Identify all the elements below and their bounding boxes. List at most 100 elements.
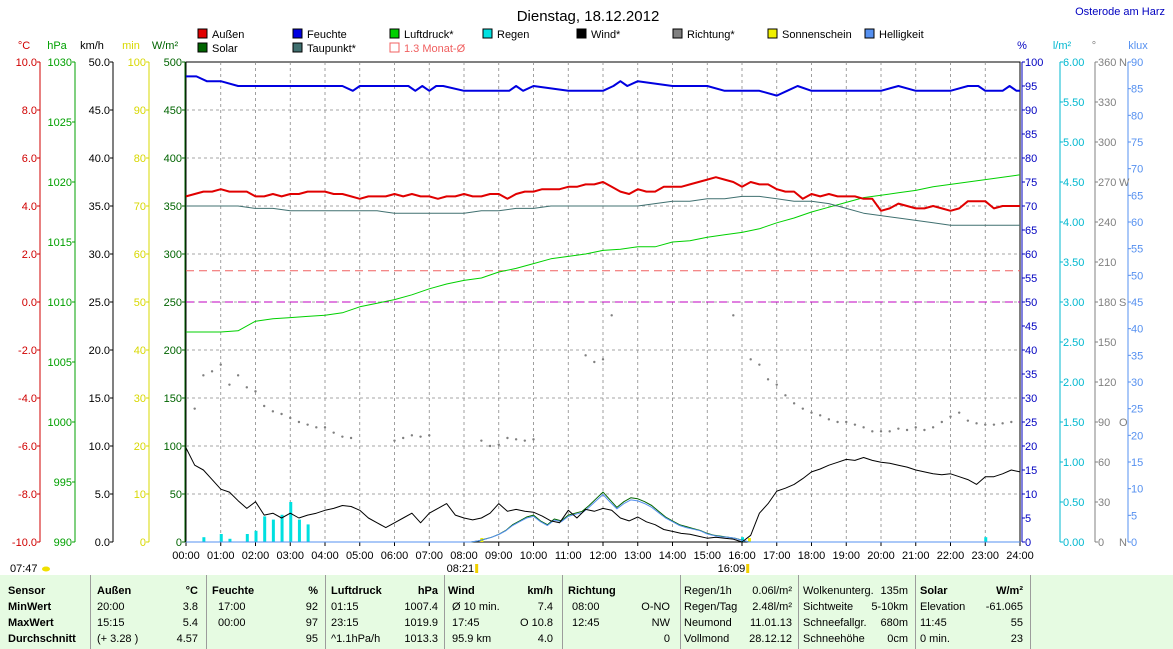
luftdruck-value: 1007.4 xyxy=(404,601,438,613)
legend-label: Regen xyxy=(497,29,529,41)
deg-axis-unit: ° xyxy=(1092,40,1096,52)
celsius-tick-label: -10.0 xyxy=(12,537,37,549)
lm2-tick-label: 4.50 xyxy=(1063,177,1084,189)
richtung-time: 12:45 xyxy=(572,617,600,629)
aussen-value: 3.8 xyxy=(182,601,198,613)
misc1-label: Neumond xyxy=(684,617,732,629)
hpa-tick-label: 1000 xyxy=(48,417,72,429)
deg-tick-label: 120 xyxy=(1098,377,1116,389)
luftdruck-time: 23:15 xyxy=(331,617,359,629)
pct-tick-label: 100 xyxy=(1025,57,1043,69)
direction-point xyxy=(228,383,231,386)
legend-swatch xyxy=(389,28,400,39)
direction-point xyxy=(497,443,500,446)
direction-point xyxy=(506,436,509,440)
lm2-tick-label: 3.50 xyxy=(1063,257,1084,269)
compass-label: S xyxy=(1119,297,1126,309)
kmh-tick-label: 0.0 xyxy=(95,537,110,549)
klux-tick-label: 25 xyxy=(1131,404,1143,416)
x-tick-label: 24:00 xyxy=(1006,550,1034,562)
luftdruck-time: 01:15 xyxy=(331,601,359,613)
richtung-value: O-NO xyxy=(641,601,670,613)
compass-label: N xyxy=(1119,537,1127,549)
lm2-tick-label: 0.50 xyxy=(1063,497,1084,509)
kmh-tick-label: 50.0 xyxy=(89,57,110,69)
wm2-tick-label: 500 xyxy=(164,57,182,69)
direction-point xyxy=(601,358,605,361)
lm2-tick-label: 1.50 xyxy=(1063,417,1084,429)
x-tick-label: 11:00 xyxy=(555,550,582,562)
direction-point xyxy=(810,411,813,414)
table-separator xyxy=(206,575,207,649)
wm2-tick-label: 300 xyxy=(164,249,182,261)
legend-swatch xyxy=(864,28,875,39)
wm2-tick-label: 50 xyxy=(170,489,182,501)
feuchte-time: 17:00 xyxy=(218,601,246,613)
direction-point xyxy=(749,358,752,361)
direction-point xyxy=(584,354,587,357)
luftdruck-value: 1019.9 xyxy=(404,617,438,629)
legend-label: Feuchte xyxy=(307,29,347,41)
x-tick-label: 08:00 xyxy=(450,550,478,562)
direction-point xyxy=(349,436,353,440)
direction-point xyxy=(845,420,848,424)
legend-swatch xyxy=(576,28,587,39)
klux-tick-label: 75 xyxy=(1131,137,1143,149)
legend-swatch xyxy=(672,28,683,39)
header-feuchte-unit: % xyxy=(308,585,318,597)
aussen-value: 5.4 xyxy=(182,617,198,629)
direction-point xyxy=(245,386,249,389)
direction-point xyxy=(732,314,735,317)
direction-point xyxy=(210,370,214,373)
sun-icon xyxy=(42,566,50,572)
lm2-tick-label: 5.50 xyxy=(1063,97,1084,109)
deg-tick-label: 30 xyxy=(1098,497,1110,509)
direction-point xyxy=(428,434,431,437)
lm2-axis-unit: l/m² xyxy=(1053,40,1072,52)
direction-point xyxy=(975,422,978,425)
wm2-axis-unit: W/m² xyxy=(152,40,179,52)
misc2-value: 680m xyxy=(880,617,908,629)
table-separator xyxy=(444,575,445,649)
min-tick-label: 90 xyxy=(134,105,146,117)
direction-point xyxy=(966,419,970,422)
direction-point xyxy=(758,363,761,366)
legend-swatch xyxy=(197,28,208,39)
min-tick-label: 100 xyxy=(128,57,146,69)
kmh-tick-label: 5.0 xyxy=(95,489,110,501)
direction-point xyxy=(289,416,292,420)
x-tick-label: 02:00 xyxy=(242,550,270,562)
rain-bar xyxy=(228,538,232,542)
wm2-tick-label: 100 xyxy=(164,441,182,453)
klux-tick-label: 15 xyxy=(1131,457,1143,469)
row-label: MaxWert xyxy=(8,617,54,629)
direction-point xyxy=(836,420,839,424)
aussen-time: (+ 3.28 ) xyxy=(97,633,139,645)
rain-bar xyxy=(741,537,744,542)
pct-tick-label: 40 xyxy=(1025,345,1037,357)
header-feuchte: Feuchte xyxy=(212,585,255,597)
direction-point xyxy=(297,420,301,424)
hpa-tick-label: 1030 xyxy=(48,57,72,69)
kmh-tick-label: 25.0 xyxy=(89,297,110,309)
wm2-tick-label: 400 xyxy=(164,153,182,165)
wm2-tick-label: 200 xyxy=(164,345,182,357)
pct-tick-label: 70 xyxy=(1025,201,1037,213)
deg-tick-label: 180 xyxy=(1098,297,1116,309)
legend-swatch xyxy=(292,28,303,39)
rain-bar xyxy=(280,514,284,542)
lm2-tick-label: 2.50 xyxy=(1063,337,1084,349)
direction-point xyxy=(905,428,909,432)
richtung-value: NW xyxy=(651,617,670,629)
legend-swatch xyxy=(292,42,303,53)
misc1-label: Vollmond xyxy=(684,633,730,645)
pct-tick-label: 50 xyxy=(1025,297,1037,309)
aussen-time: 15:15 xyxy=(97,617,125,629)
direction-point xyxy=(775,383,778,386)
direction-point xyxy=(940,420,944,424)
header-luftdruck: Luftdruck xyxy=(331,585,382,597)
klux-tick-label: 40 xyxy=(1131,324,1143,336)
sunshine-bar xyxy=(747,538,751,542)
deg-tick-label: 360 xyxy=(1098,57,1116,69)
hpa-tick-label: 995 xyxy=(54,477,72,489)
